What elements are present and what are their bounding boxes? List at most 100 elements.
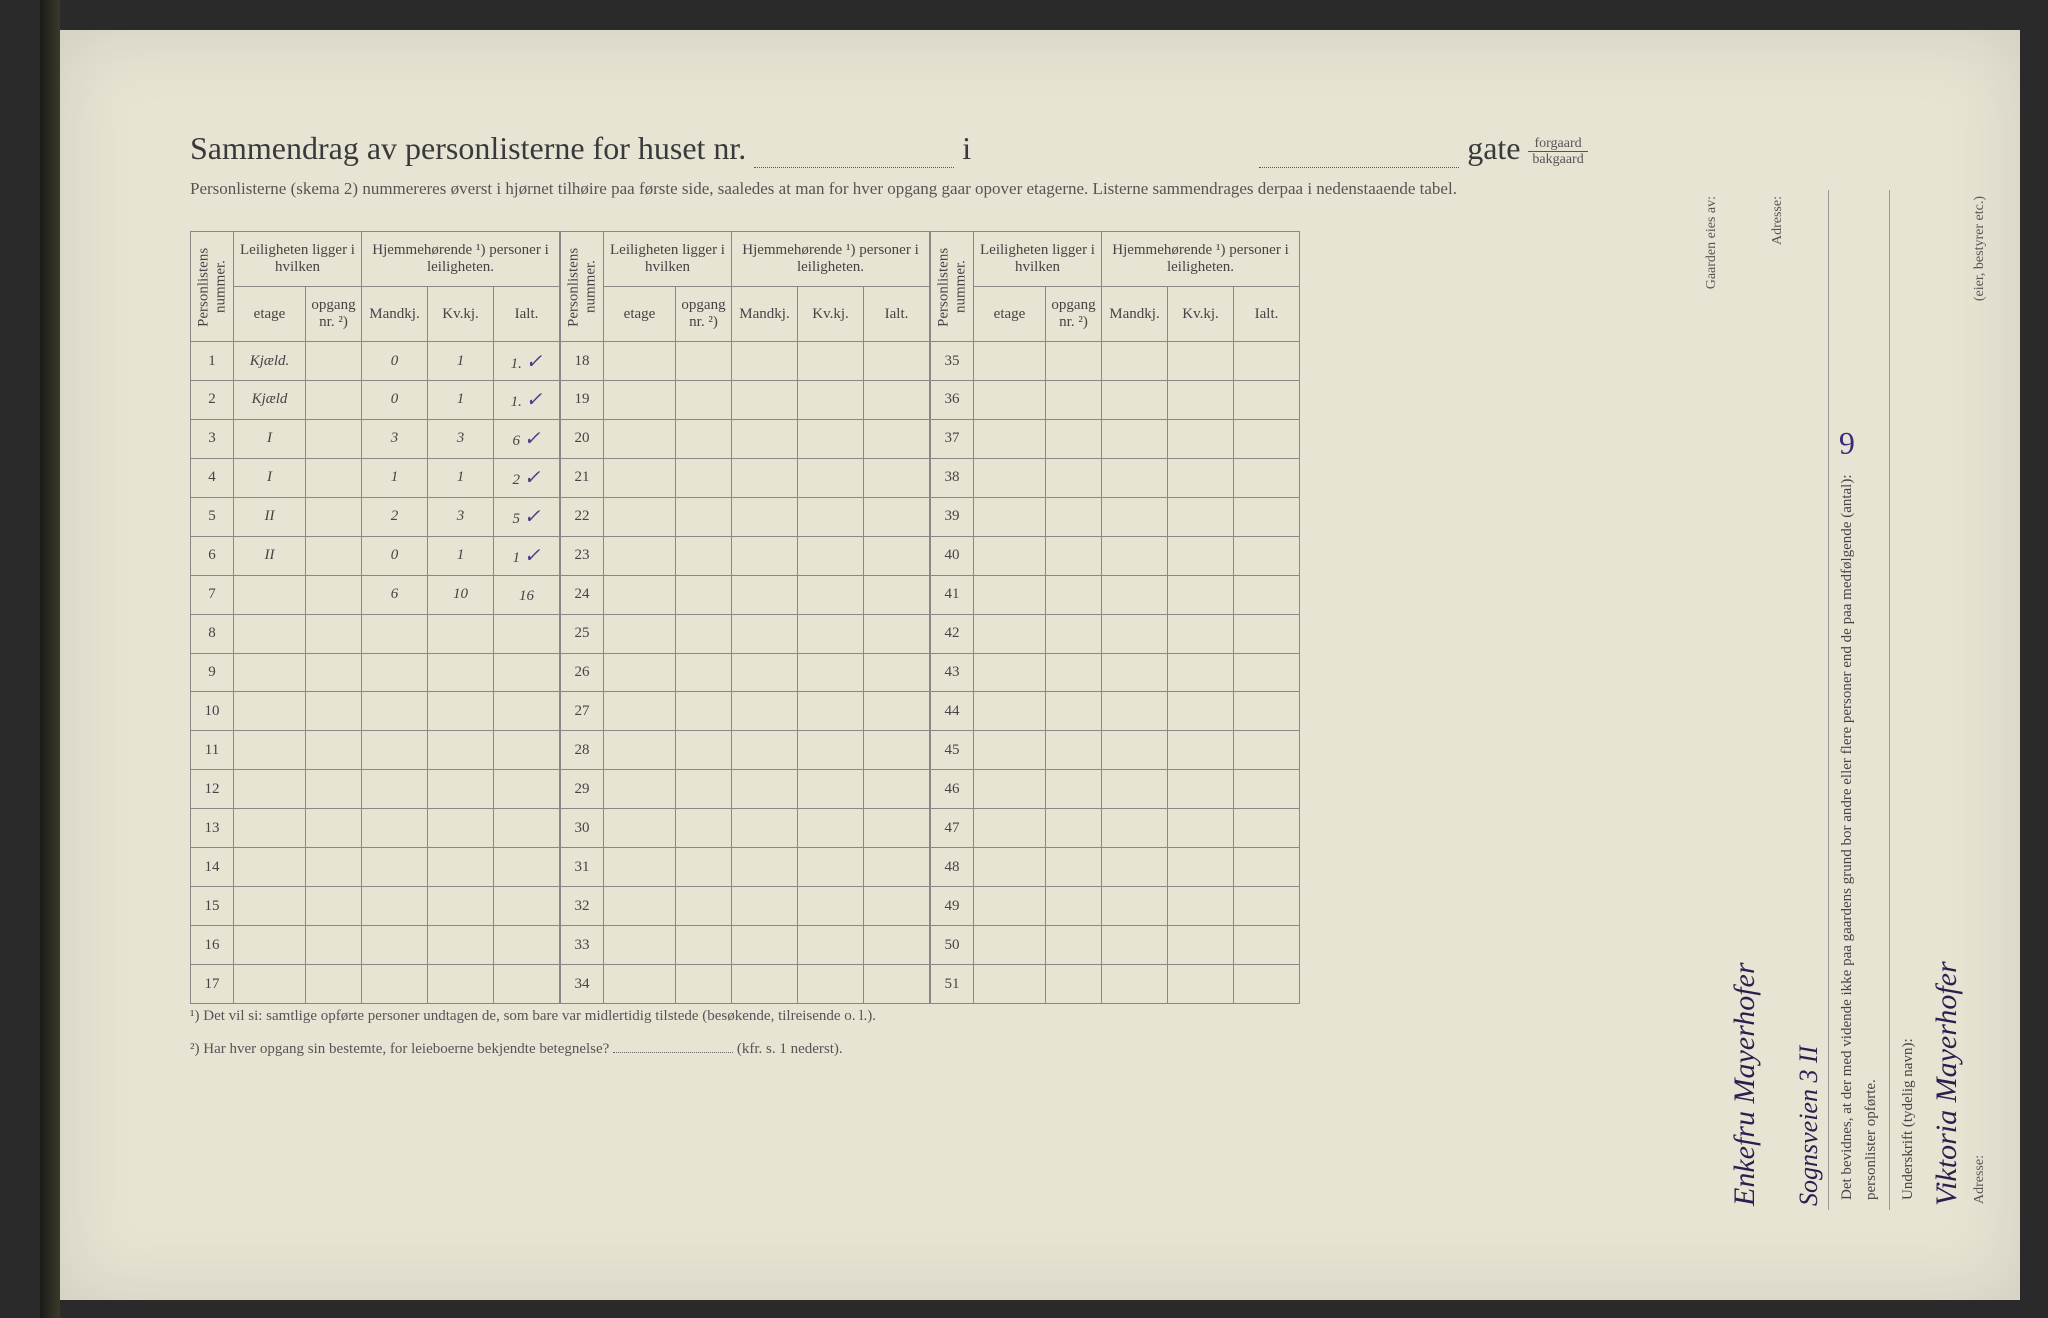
cell-mandkj xyxy=(732,380,798,419)
cell-ialt xyxy=(1234,965,1300,1004)
cell-etage xyxy=(974,692,1046,731)
footnote-1: ¹) Det vil si: samtlige opførte personer… xyxy=(190,1000,1890,1033)
table-row: 48 xyxy=(931,848,1300,887)
cell-kvkj xyxy=(798,614,864,653)
table-row: 13 xyxy=(191,809,560,848)
table-row: 37 xyxy=(931,419,1300,458)
cell-mandkj xyxy=(1102,497,1168,536)
cell-number: 26 xyxy=(561,653,604,692)
cell-number: 11 xyxy=(191,731,234,770)
cell-number: 36 xyxy=(931,380,974,419)
cell-ialt: 1. ✓ xyxy=(494,342,560,381)
cell-ialt xyxy=(1234,575,1300,614)
cell-ialt xyxy=(1234,926,1300,965)
cell-etage xyxy=(604,342,676,381)
cell-number: 22 xyxy=(561,497,604,536)
cell-ialt xyxy=(494,809,560,848)
cell-ialt xyxy=(864,887,930,926)
cell-number: 10 xyxy=(191,692,234,731)
cell-opgang xyxy=(676,536,732,575)
table-row: 29 xyxy=(561,770,930,809)
cell-mandkj xyxy=(1102,575,1168,614)
cell-etage xyxy=(604,614,676,653)
cell-etage xyxy=(234,965,306,1004)
cell-opgang xyxy=(676,458,732,497)
cell-opgang xyxy=(1046,497,1102,536)
cell-kvkj xyxy=(798,575,864,614)
table-row: 21 xyxy=(561,458,930,497)
col-hjemmehorende: Hjemmehørende ¹) personer i leiligheten. xyxy=(362,232,560,287)
cell-kvkj xyxy=(1168,614,1234,653)
adresse2-label: Adresse: xyxy=(1766,190,1790,251)
cell-kvkj xyxy=(798,848,864,887)
cell-ialt xyxy=(494,770,560,809)
cell-opgang xyxy=(1046,887,1102,926)
cell-opgang xyxy=(1046,536,1102,575)
cell-number: 32 xyxy=(561,887,604,926)
cell-mandkj xyxy=(732,653,798,692)
cell-mandkj xyxy=(732,575,798,614)
cell-number: 16 xyxy=(191,926,234,965)
cell-number: 35 xyxy=(931,342,974,381)
cell-number: 5 xyxy=(191,497,234,536)
cell-ialt xyxy=(1234,419,1300,458)
cell-ialt xyxy=(864,965,930,1004)
cell-number: 21 xyxy=(561,458,604,497)
cell-ialt xyxy=(494,965,560,1004)
cell-mandkj: 0 xyxy=(362,342,428,381)
cell-etage xyxy=(974,653,1046,692)
col-hjemmehorende: Hjemmehørende ¹) personer i leiligheten. xyxy=(732,232,930,287)
cell-kvkj xyxy=(798,926,864,965)
cell-kvkj xyxy=(798,497,864,536)
cell-etage xyxy=(974,848,1046,887)
cell-ialt xyxy=(1234,887,1300,926)
cell-ialt xyxy=(1234,614,1300,653)
cell-etage xyxy=(234,653,306,692)
cell-number: 1 xyxy=(191,342,234,381)
census-table-block: Personlistens nummer.Leiligheten ligger … xyxy=(560,231,930,1004)
cell-ialt xyxy=(494,731,560,770)
cell-etage xyxy=(974,809,1046,848)
cell-mandkj xyxy=(362,887,428,926)
cell-mandkj xyxy=(362,848,428,887)
cell-opgang xyxy=(676,692,732,731)
cell-number: 18 xyxy=(561,342,604,381)
cell-number: 14 xyxy=(191,848,234,887)
cell-etage xyxy=(604,926,676,965)
table-row: 47 xyxy=(931,809,1300,848)
cell-ialt xyxy=(1234,458,1300,497)
table-row: 16 xyxy=(191,926,560,965)
table-row: 3I336 ✓ xyxy=(191,419,560,458)
cell-number: 4 xyxy=(191,458,234,497)
cell-ialt xyxy=(1234,497,1300,536)
cell-mandkj xyxy=(1102,419,1168,458)
cell-number: 46 xyxy=(931,770,974,809)
forgaard-bakgaard: forgaard bakgaard xyxy=(1528,136,1587,168)
table-row: 42 xyxy=(931,614,1300,653)
cell-kvkj xyxy=(1168,342,1234,381)
cell-ialt xyxy=(864,848,930,887)
col-etage: etage xyxy=(234,287,306,342)
signature: Viktoria Mayerhofer xyxy=(1926,190,1968,1210)
cell-mandkj xyxy=(1102,614,1168,653)
col-personlistens-nummer: Personlistens nummer. xyxy=(561,232,604,342)
cell-ialt xyxy=(1234,731,1300,770)
cell-etage xyxy=(974,731,1046,770)
cell-number: 33 xyxy=(561,926,604,965)
cell-etage xyxy=(234,926,306,965)
cell-etage xyxy=(234,887,306,926)
cell-mandkj xyxy=(732,926,798,965)
cell-opgang xyxy=(1046,848,1102,887)
cell-etage xyxy=(974,497,1046,536)
table-row: 6II011 ✓ xyxy=(191,536,560,575)
cell-etage: II xyxy=(234,536,306,575)
cell-ialt xyxy=(494,848,560,887)
cell-mandkj xyxy=(732,342,798,381)
table-row: 5II235 ✓ xyxy=(191,497,560,536)
cell-ialt xyxy=(864,419,930,458)
cell-opgang xyxy=(1046,575,1102,614)
cell-ialt: 5 ✓ xyxy=(494,497,560,536)
table-row: 8 xyxy=(191,614,560,653)
cell-opgang xyxy=(676,419,732,458)
cell-number: 12 xyxy=(191,770,234,809)
